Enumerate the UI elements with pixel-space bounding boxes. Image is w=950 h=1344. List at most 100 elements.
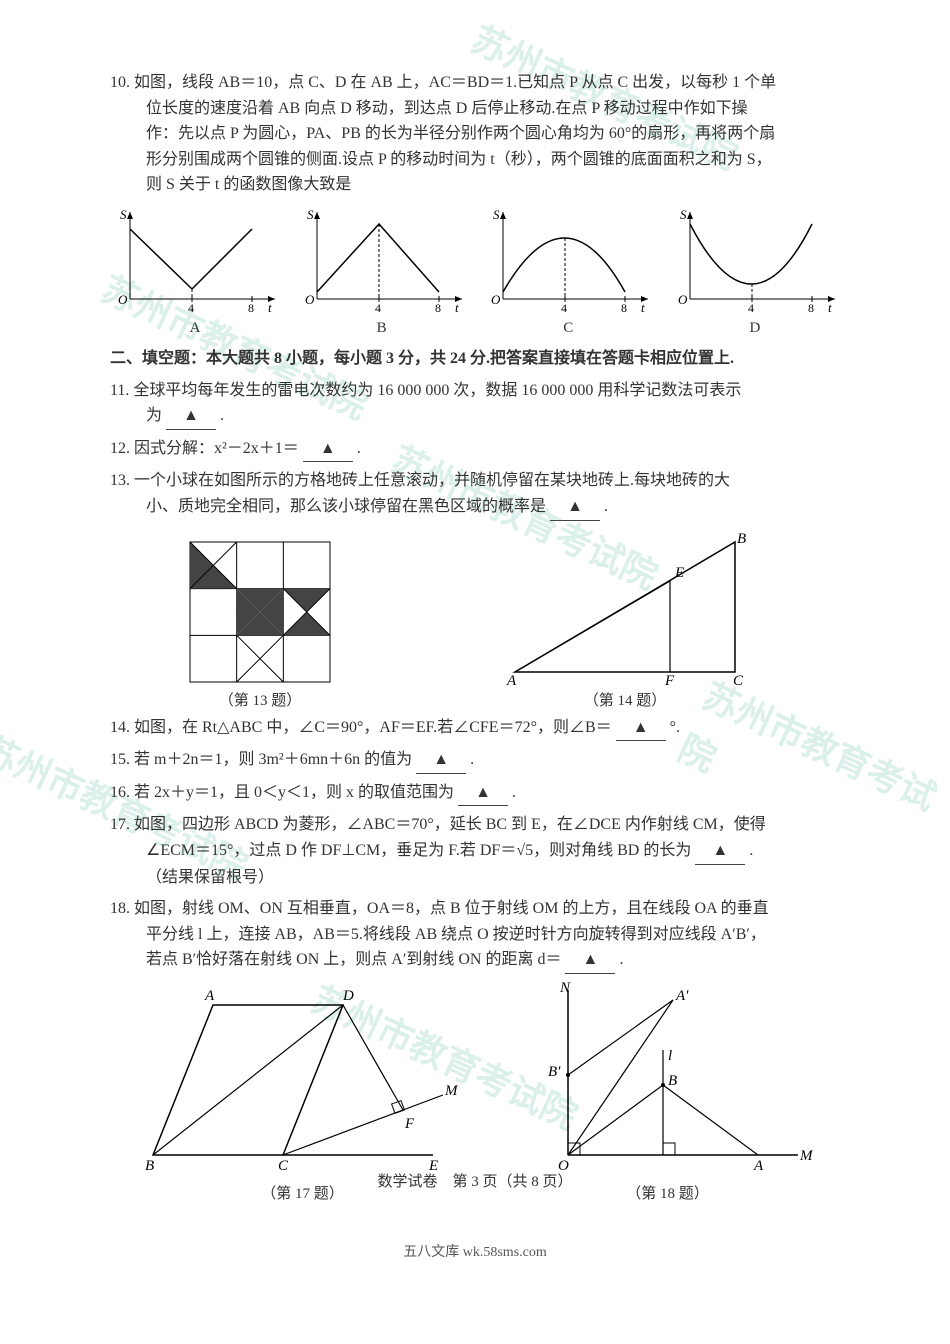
q12-suffix: . [357, 440, 361, 457]
svg-text:D: D [342, 988, 354, 1004]
q16-blank: ▲ [458, 780, 508, 807]
q11-text2: 为 [146, 407, 162, 424]
svg-text:O: O [558, 1158, 569, 1174]
chart-a: O S t 4 8 A [110, 204, 280, 340]
question-15: 15. 若 m＋2n＝1，则 3m²＋6mn＋6n 的值为 ▲ . [110, 747, 840, 774]
page-footer2: 五八文库 wk.58sms.com [0, 1242, 950, 1264]
q10-line4: 形分别围成两个圆锥的侧面.设点 P 的移动时间为 t（秒），两个圆锥的底面面积之… [110, 147, 840, 173]
svg-text:A′: A′ [675, 988, 689, 1004]
q14-text: 如图，在 Rt△ABC 中，∠C＝90°，AF＝EF.若∠CFE＝72°，则∠B… [134, 719, 612, 736]
svg-text:A: A [506, 673, 517, 687]
question-12: 12. 因式分解：x²－2x＋1＝ ▲ . [110, 436, 840, 463]
svg-text:A: A [753, 1158, 764, 1174]
svg-text:S: S [307, 207, 314, 222]
svg-text:B: B [668, 1073, 677, 1089]
q18-suffix: . [619, 951, 623, 968]
chart-b-svg: O S t 4 8 [297, 204, 467, 314]
q13-line1: 一个小球在如图所示的方格地砖上任意滚动，并随机停留在某块地砖上.每块地砖的大 [134, 472, 730, 489]
q15-suffix: . [470, 751, 474, 768]
chart-d: O S t 4 8 D [670, 204, 840, 340]
fig14-svg: A C B F E [485, 527, 765, 687]
q11-suffix: . [220, 407, 224, 424]
fig13-caption: （第 13 题） [185, 689, 335, 713]
q18-line3: 若点 B′恰好落在射线 ON 上，则点 A′到射线 ON 的距离 d＝ [146, 951, 561, 968]
svg-text:S: S [680, 207, 687, 222]
chart-a-label: A [110, 316, 280, 340]
q16-num: 16. [110, 784, 130, 801]
svg-text:F: F [404, 1116, 415, 1132]
svg-text:4: 4 [748, 301, 754, 314]
q18-blank: ▲ [565, 947, 615, 974]
svg-text:8: 8 [621, 301, 627, 314]
fig18-svg: O M N A B l B′ A′ [518, 980, 818, 1180]
fig13: （第 13 题） [185, 537, 335, 713]
q11-num: 11. [110, 382, 129, 399]
svg-text:O: O [678, 292, 688, 307]
section-ii-head: 二、填空题：本大题共 8 小题，每小题 3 分，共 24 分.把答案直接填在答题… [110, 346, 840, 372]
origin-label: O [118, 292, 128, 307]
q16-text: 若 2x＋y＝1，且 0＜y＜1，则 x 的取值范围为 [134, 784, 454, 801]
question-16: 16. 若 2x＋y＝1，且 0＜y＜1，则 x 的取值范围为 ▲ . [110, 780, 840, 807]
q18-line1: 如图，射线 OM、ON 互相垂直，OA＝8，点 B 位于射线 OM 的上方，且在… [134, 900, 769, 917]
q14-num: 14. [110, 719, 130, 736]
q13-suffix: . [604, 498, 608, 515]
question-10: 10. 如图，线段 AB＝10，点 C、D 在 AB 上，AC＝BD＝1.已知点… [110, 70, 840, 198]
q15-text: 若 m＋2n＝1，则 3m²＋6mn＋6n 的值为 [134, 751, 412, 768]
ylabel: S [120, 207, 127, 222]
chart-a-svg: O S t 4 8 [110, 204, 280, 314]
question-14: 14. 如图，在 Rt△ABC 中，∠C＝90°，AF＝EF.若∠CFE＝72°… [110, 715, 840, 742]
chart-c-label: C [483, 316, 653, 340]
fig17-caption: （第 17 题） [133, 1182, 473, 1206]
svg-text:4: 4 [375, 301, 381, 314]
chart-d-label: D [670, 316, 840, 340]
q17-suffix: . [749, 842, 753, 859]
fig18-caption: （第 18 题） [518, 1182, 818, 1206]
svg-text:C: C [733, 673, 744, 687]
q17-line2: ∠ECM＝15°，过点 D 作 DF⊥CM，垂足为 F.若 DF＝√5，则对角线… [146, 842, 691, 859]
svg-text:8: 8 [435, 301, 441, 314]
fig13-svg [185, 537, 335, 687]
svg-text:8: 8 [808, 301, 814, 314]
svg-text:O: O [491, 292, 501, 307]
svg-text:A: A [204, 988, 215, 1004]
question-18: 18. 如图，射线 OM、ON 互相垂直，OA＝8，点 B 位于射线 OM 的上… [110, 896, 840, 974]
q14-blank: ▲ [616, 715, 666, 742]
q17-line3: （结果保留根号） [110, 865, 840, 891]
q17-num: 17. [110, 816, 130, 833]
svg-text:N: N [559, 980, 571, 996]
svg-text:E: E [674, 565, 684, 581]
svg-text:l: l [668, 1048, 672, 1064]
svg-text:B: B [737, 531, 746, 547]
svg-text:S: S [493, 207, 500, 222]
svg-text:M: M [444, 1083, 459, 1099]
svg-text:t: t [641, 300, 645, 314]
fig17-svg: B C E A D M F [133, 980, 473, 1180]
svg-text:C: C [278, 1158, 289, 1174]
q10-charts: O S t 4 8 A O S t 4 8 [110, 204, 840, 340]
fig14: A C B F E （第 14 题） [485, 527, 765, 713]
question-13: 13. 一个小球在如图所示的方格地砖上任意滚动，并随机停留在某块地砖上.每块地砖… [110, 468, 840, 520]
svg-text:M: M [799, 1148, 814, 1164]
q11-blank: ▲ [166, 403, 216, 430]
q11-text: 全球平均每年发生的雷电次数约为 16 000 000 次，数据 16 000 0… [133, 382, 741, 399]
q10-line2: 位长度的速度沿着 AB 向点 D 移动，到达点 D 后停止移动.在点 P 移动过… [110, 96, 840, 122]
q15-num: 15. [110, 751, 130, 768]
svg-text:F: F [664, 673, 675, 687]
svg-text:B: B [145, 1158, 154, 1174]
q17-blank: ▲ [695, 838, 745, 865]
figs-13-14: （第 13 题） A C B F E （第 14 题） [110, 527, 840, 713]
figs-17-18: B C E A D M F （第 17 题） [110, 980, 840, 1206]
chart-b-label: B [297, 316, 467, 340]
q18-line2: 平分线 l 上，连接 AB，AB＝5.将线段 AB 绕点 O 按逆时针方向旋转得… [110, 922, 840, 948]
q16-suffix: . [512, 784, 516, 801]
q14-suffix: °. [670, 719, 680, 736]
q13-num: 13. [110, 472, 130, 489]
q10-line1: 如图，线段 AB＝10，点 C、D 在 AB 上，AC＝BD＝1.已知点 P 从… [134, 74, 776, 91]
fig17: B C E A D M F （第 17 题） [133, 980, 473, 1206]
fig14-caption: （第 14 题） [485, 689, 765, 713]
q10-line3: 作：先以点 P 为圆心，PA、PB 的长为半径分别作两个圆心角均为 60°的扇形… [110, 121, 840, 147]
chart-c: O S t 4 8 C [483, 204, 653, 340]
svg-text:8: 8 [248, 301, 254, 314]
svg-text:B′: B′ [548, 1064, 561, 1080]
q15-blank: ▲ [416, 747, 466, 774]
